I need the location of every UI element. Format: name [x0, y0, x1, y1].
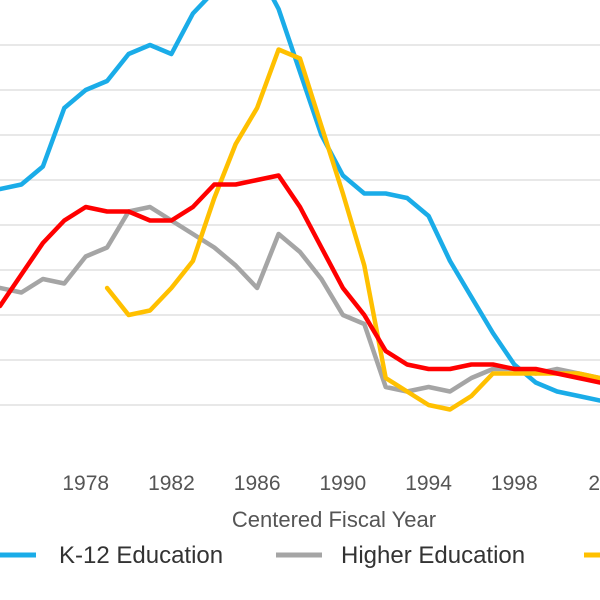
x-tick-label: 1998: [491, 472, 538, 495]
x-tick-label: 1986: [234, 472, 281, 495]
gridlines: [0, 44, 600, 406]
series-line-2: [0, 204, 600, 394]
x-tick-label: 1982: [148, 472, 195, 495]
x-axis-ticks: 1978 1982 1986 1990 1994 1998 20: [62, 472, 600, 495]
legend: K-12 Education Higher Education: [0, 542, 600, 569]
series-line-1: [0, 0, 600, 403]
x-tick-label: 20: [588, 472, 600, 495]
legend-label: Higher Education: [341, 542, 525, 569]
x-tick-label: 1978: [62, 472, 109, 495]
series-line-4: [0, 173, 600, 385]
x-axis-title: Centered Fiscal Year: [232, 507, 436, 532]
series-lines: [0, 0, 600, 412]
legend-label: K-12 Education: [59, 542, 223, 569]
x-tick-label: 1994: [405, 472, 452, 495]
series-line-3: [104, 47, 600, 412]
x-tick-label: 1990: [319, 472, 366, 495]
